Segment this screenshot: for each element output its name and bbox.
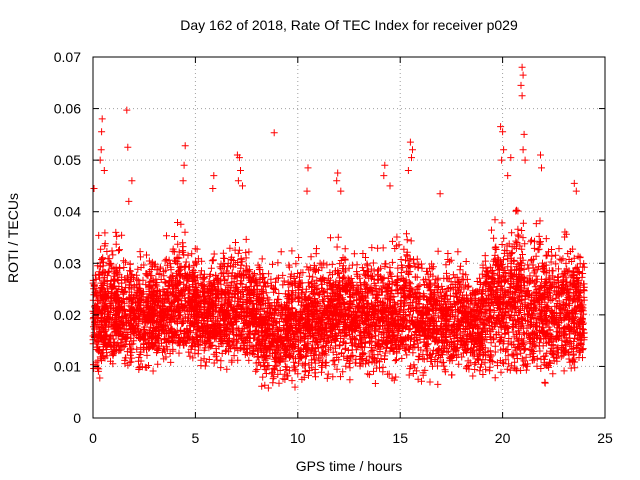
scatter-point xyxy=(124,143,132,151)
scatter-point xyxy=(518,92,526,100)
y-tick-label: 0.02 xyxy=(54,307,81,323)
scatter-point xyxy=(570,179,578,187)
scatter-point xyxy=(517,81,525,89)
scatter-point xyxy=(235,154,243,162)
scatter-point xyxy=(381,161,389,169)
scatter-point xyxy=(497,123,505,131)
plot-axes xyxy=(92,56,606,419)
y-tick-label: 0.07 xyxy=(54,49,81,65)
scatter-point xyxy=(518,63,526,71)
scatter-point xyxy=(404,167,412,174)
scatter-point xyxy=(234,177,242,185)
scatter-point xyxy=(520,130,528,138)
x-tick-label: 25 xyxy=(597,430,613,446)
scatter-points-band xyxy=(89,206,588,392)
y-tick-label: 0.03 xyxy=(54,255,81,271)
scatter-point xyxy=(380,172,388,180)
y-tick-label: 0.04 xyxy=(54,204,81,220)
scatter-point xyxy=(499,128,507,136)
scatter-point xyxy=(572,187,580,195)
plot-frame xyxy=(92,56,606,419)
scatter-point xyxy=(406,138,414,146)
scatter-point xyxy=(128,177,136,185)
x-tick-label: 0 xyxy=(89,430,97,446)
scatter-point xyxy=(125,197,133,205)
x-tick-label: 10 xyxy=(290,430,306,446)
y-tick-label: 0 xyxy=(73,410,81,426)
scatter-point xyxy=(209,185,217,192)
y-tick-labels: 0 0.01 0.02 0.03 0.04 0.05 0.06 0.07 xyxy=(54,49,81,426)
x-axis-label: GPS time / hours xyxy=(296,458,403,474)
x-tick-label: 20 xyxy=(495,430,511,446)
scatter-point xyxy=(519,146,527,154)
scatter-point xyxy=(408,154,415,162)
scatter-point xyxy=(519,71,527,79)
scatter-point xyxy=(498,156,506,164)
scatter-point xyxy=(333,177,341,185)
scatter-point xyxy=(180,161,188,169)
chart-title: Day 162 of 2018, Rate Of TEC Index for r… xyxy=(180,17,518,33)
scatter-point xyxy=(303,187,311,195)
scatter-point xyxy=(98,128,106,136)
y-tick-label: 0.01 xyxy=(54,358,81,374)
scatter-point xyxy=(100,167,108,174)
scatter-point xyxy=(337,187,345,195)
scatter-point xyxy=(179,177,187,185)
scatter-point xyxy=(239,182,246,190)
scatter-point xyxy=(409,146,416,154)
scatter-point xyxy=(90,185,98,192)
scatter-point xyxy=(507,154,515,162)
scatter-point xyxy=(123,106,131,114)
scatter-point xyxy=(97,146,105,154)
y-tick-label: 0.06 xyxy=(54,101,81,117)
scatter-point xyxy=(500,146,508,154)
scatter-point xyxy=(538,164,545,172)
scatter-point xyxy=(386,182,394,190)
scatter-point xyxy=(270,129,278,137)
data-points xyxy=(89,63,588,392)
scatter-point xyxy=(537,151,544,159)
scatter-point xyxy=(98,115,106,123)
scatter-point xyxy=(521,156,529,164)
x-tick-label: 5 xyxy=(192,430,200,446)
scatter-point xyxy=(504,172,512,180)
x-tick-labels: 0 5 10 15 20 25 xyxy=(89,430,613,446)
scatter-point xyxy=(334,169,342,177)
scatter-point xyxy=(181,142,189,150)
x-tick-label: 15 xyxy=(392,430,408,446)
y-axis-label: ROTI / TECUs xyxy=(5,193,21,283)
scatter-point xyxy=(304,164,312,172)
scatter-point xyxy=(210,172,218,180)
scatter-point xyxy=(237,167,244,174)
scatter-point xyxy=(436,190,444,198)
y-tick-label: 0.05 xyxy=(54,152,81,168)
